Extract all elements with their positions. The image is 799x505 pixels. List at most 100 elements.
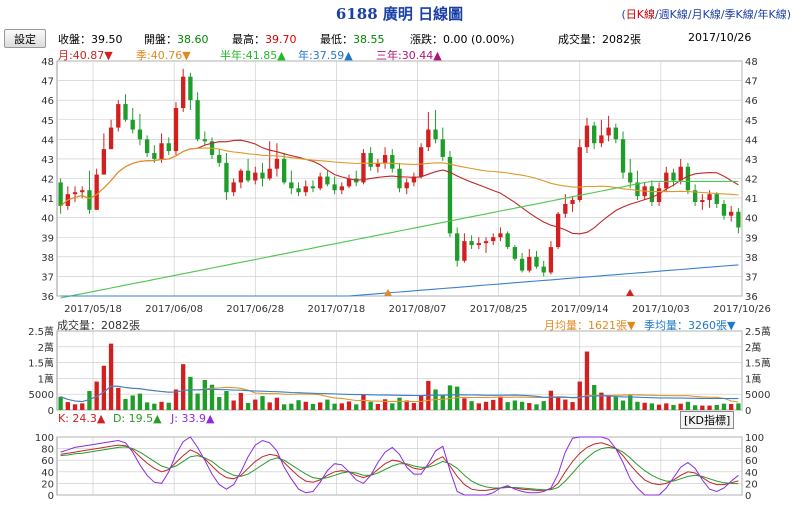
- nav-monthly-k[interactable]: 月K線: [691, 8, 721, 21]
- quote-close-label: 收盤：: [58, 33, 91, 46]
- candle-body: [577, 147, 582, 201]
- candle-body: [483, 241, 489, 244]
- volume-bar: [224, 391, 229, 410]
- candle-body: [260, 172, 265, 179]
- date-tick-label: 2017/07/18: [308, 304, 366, 315]
- candle-body: [592, 125, 597, 144]
- candle-body: [238, 170, 244, 183]
- ma-legend-item: 季:40.76▼: [136, 49, 191, 62]
- quote-close-value: 39.50: [91, 33, 123, 46]
- candle-body: [123, 104, 128, 120]
- candle-body: [231, 182, 236, 193]
- volume-bar: [296, 400, 301, 410]
- candle-body: [325, 176, 330, 185]
- volume-bar: [94, 381, 99, 410]
- quote-close: 收盤：39.50: [58, 31, 123, 47]
- candle-body: [563, 203, 568, 214]
- price-ytick-right: 38: [745, 253, 758, 264]
- quote-open-value: 38.60: [177, 33, 209, 46]
- candle-body: [166, 143, 171, 152]
- volume-bar: [685, 401, 691, 410]
- candle-body: [426, 129, 431, 148]
- volume-bar: [664, 403, 669, 410]
- price-ytick-right: 41: [745, 194, 758, 205]
- kd-k-line: [60, 442, 739, 491]
- quote-high-value: 39.70: [265, 33, 297, 46]
- price-ytick-left: 42: [41, 175, 54, 186]
- volume-bar: [397, 397, 402, 410]
- ma-legend-item: 月:40.87▼: [58, 49, 113, 62]
- settings-button[interactable]: 設定: [4, 29, 46, 48]
- quote-change-value: 0.00 (0.00%): [443, 33, 515, 46]
- candle-body: [80, 190, 85, 193]
- volume-bar: [628, 395, 633, 410]
- kd-legend-item: K: 24.3▲: [58, 412, 106, 425]
- candle-body: [635, 182, 640, 197]
- nav-weekly-k[interactable]: 週K線: [658, 8, 688, 21]
- candle-body: [209, 141, 215, 155]
- volume-ytick-right: 1.5萬: [745, 357, 771, 370]
- candle-body: [541, 266, 546, 273]
- price-ytick-right: 42: [745, 175, 758, 186]
- price-ytick-left: 39: [41, 233, 54, 244]
- kd-indicator-button[interactable]: [KD指標]: [680, 411, 735, 429]
- candle-body: [584, 125, 590, 148]
- volume-quarter-avg-line: [60, 385, 739, 403]
- candle-body: [94, 174, 99, 210]
- candle-body: [664, 172, 669, 189]
- candle-body: [534, 256, 539, 267]
- volume-bar: [534, 404, 539, 410]
- ma-legend-item: 三年:30.44▲: [376, 49, 442, 62]
- candle-body: [736, 211, 741, 228]
- quote-date: 2017/10/26: [688, 31, 752, 44]
- volume-bar: [736, 403, 741, 410]
- kd-ytick-right: 40: [745, 468, 758, 479]
- volume-label: 成交量：2082張: [57, 319, 140, 332]
- volume-bar: [411, 403, 417, 410]
- volume-bar: [152, 403, 157, 410]
- nav-rparen: ): [786, 8, 791, 21]
- volume-bar: [173, 389, 179, 410]
- kd-ytick-left: 40: [41, 468, 54, 479]
- volume-bar: [584, 351, 590, 410]
- price-ytick-right: 36: [745, 292, 758, 303]
- price-ytick-left: 40: [41, 214, 54, 225]
- volume-bar: [72, 404, 78, 410]
- volume-bar: [101, 365, 107, 410]
- candle-body: [281, 158, 287, 183]
- candle-body: [469, 241, 474, 246]
- candle-body: [303, 186, 308, 193]
- volume-bar: [512, 400, 518, 410]
- volume-bar: [433, 389, 438, 410]
- candle-body: [555, 213, 561, 248]
- candle-body: [72, 192, 78, 195]
- price-ytick-right: 48: [745, 57, 758, 68]
- price-ytick-right: 45: [745, 116, 758, 127]
- quote-change: 漲跌：0.00 (0.00%): [410, 31, 515, 47]
- price-ytick-left: 48: [41, 57, 54, 68]
- date-tick-label: 2017/08/07: [389, 304, 447, 315]
- price-ytick-left: 38: [41, 253, 54, 264]
- candle-body: [310, 186, 316, 189]
- period-nav: (日K線/週K線/月K線/季K線/年K線): [621, 6, 791, 22]
- candle-body: [447, 156, 453, 234]
- candle-body: [656, 188, 662, 202]
- volume-bar: [678, 403, 683, 410]
- quote-high: 最高：39.70: [232, 31, 297, 47]
- quote-open-label: 開盤：: [144, 33, 177, 46]
- volume-bar: [58, 396, 63, 410]
- volume-bar: [123, 398, 128, 410]
- nav-daily-k[interactable]: 日K線: [625, 8, 655, 21]
- vol-ma-item: 月均量：1621張▼: [544, 319, 636, 332]
- nav-yearly-k[interactable]: 年K線: [757, 8, 787, 21]
- volume-bar: [729, 403, 734, 410]
- candle-body: [116, 104, 121, 128]
- nav-quarterly-k[interactable]: 季K線: [724, 8, 754, 21]
- kd-ytick-right: 0: [745, 491, 751, 502]
- candle-body: [642, 186, 647, 197]
- volume-ytick-left: 1.5萬: [28, 357, 54, 370]
- volume-bar: [527, 403, 532, 410]
- volume-bar: [426, 380, 431, 410]
- volume-ytick-right: 5000: [745, 390, 770, 401]
